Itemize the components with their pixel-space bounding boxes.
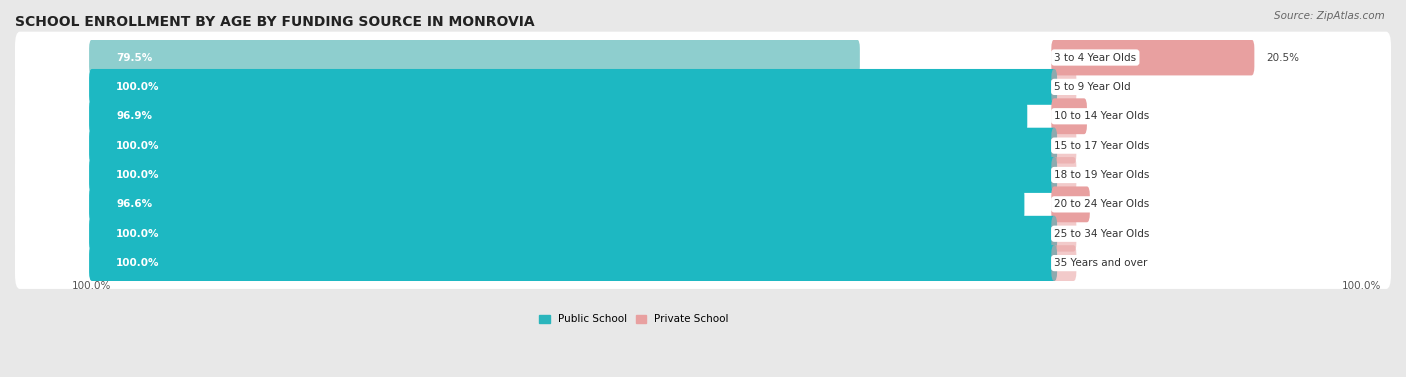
Text: 100.0%: 100.0% [72,281,111,291]
FancyBboxPatch shape [1052,40,1254,75]
FancyBboxPatch shape [89,157,1057,193]
FancyBboxPatch shape [89,128,1057,164]
Text: 35 Years and over: 35 Years and over [1054,258,1147,268]
Text: 100.0%: 100.0% [117,82,159,92]
Text: 15 to 17 Year Olds: 15 to 17 Year Olds [1054,141,1150,151]
Text: 96.9%: 96.9% [117,111,152,121]
Text: 3.4%: 3.4% [1101,199,1128,209]
FancyBboxPatch shape [15,179,1391,230]
Text: 100.0%: 100.0% [117,258,159,268]
FancyBboxPatch shape [1052,69,1077,105]
Text: 100.0%: 100.0% [117,170,159,180]
FancyBboxPatch shape [89,245,1057,281]
Legend: Public School, Private School: Public School, Private School [536,310,733,328]
Text: 100.0%: 100.0% [117,141,159,151]
Text: 3 to 4 Year Olds: 3 to 4 Year Olds [1054,52,1136,63]
Text: 0.0%: 0.0% [1088,229,1114,239]
FancyBboxPatch shape [15,32,1391,83]
Text: 0.0%: 0.0% [1088,258,1114,268]
Text: 96.6%: 96.6% [117,199,152,209]
FancyBboxPatch shape [89,187,1025,222]
FancyBboxPatch shape [1052,98,1087,134]
Text: 20 to 24 Year Olds: 20 to 24 Year Olds [1054,199,1150,209]
FancyBboxPatch shape [15,120,1391,172]
FancyBboxPatch shape [15,90,1391,142]
FancyBboxPatch shape [89,216,1057,252]
FancyBboxPatch shape [1052,157,1077,193]
FancyBboxPatch shape [15,237,1391,289]
Text: 0.0%: 0.0% [1088,141,1114,151]
Text: 79.5%: 79.5% [117,52,152,63]
FancyBboxPatch shape [1052,216,1077,252]
FancyBboxPatch shape [1052,187,1090,222]
Text: 0.0%: 0.0% [1088,82,1114,92]
Text: 3.1%: 3.1% [1098,111,1125,121]
Text: 20.5%: 20.5% [1265,52,1299,63]
FancyBboxPatch shape [15,208,1391,260]
Text: 25 to 34 Year Olds: 25 to 34 Year Olds [1054,229,1150,239]
Text: 100.0%: 100.0% [1341,281,1381,291]
FancyBboxPatch shape [89,98,1028,134]
FancyBboxPatch shape [89,69,1057,105]
FancyBboxPatch shape [15,61,1391,113]
Text: 0.0%: 0.0% [1088,170,1114,180]
Text: 5 to 9 Year Old: 5 to 9 Year Old [1054,82,1130,92]
Text: Source: ZipAtlas.com: Source: ZipAtlas.com [1274,11,1385,21]
FancyBboxPatch shape [1052,245,1077,281]
FancyBboxPatch shape [15,149,1391,201]
Text: 18 to 19 Year Olds: 18 to 19 Year Olds [1054,170,1150,180]
FancyBboxPatch shape [1052,128,1077,164]
Text: SCHOOL ENROLLMENT BY AGE BY FUNDING SOURCE IN MONROVIA: SCHOOL ENROLLMENT BY AGE BY FUNDING SOUR… [15,15,534,29]
FancyBboxPatch shape [89,40,860,75]
Text: 10 to 14 Year Olds: 10 to 14 Year Olds [1054,111,1150,121]
Text: 100.0%: 100.0% [117,229,159,239]
